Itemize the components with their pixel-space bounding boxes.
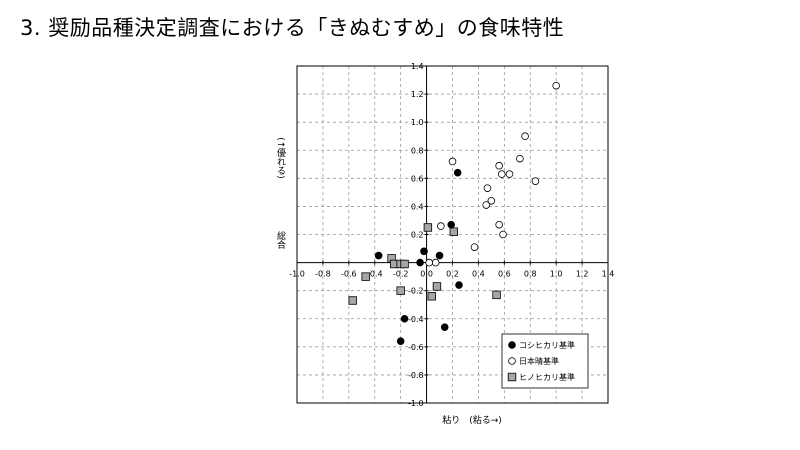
legend-box bbox=[501, 333, 589, 389]
data-points bbox=[348, 81, 560, 346]
point-koshihikari bbox=[416, 258, 424, 267]
x-tick-label: -0.6 bbox=[341, 270, 357, 279]
point-nipponbare bbox=[505, 170, 514, 178]
x-tick-label: 0.4 bbox=[472, 270, 485, 279]
point-hinohikari bbox=[423, 223, 433, 232]
y-axis-label-bottom: 総合 bbox=[275, 230, 286, 250]
y-tick-label: 0.6 bbox=[411, 174, 424, 183]
point-hinohikari bbox=[396, 286, 405, 295]
point-hinohikari bbox=[427, 292, 436, 301]
point-nipponbare bbox=[487, 197, 496, 205]
legend-label: ヒノヒカリ基準 bbox=[519, 372, 575, 382]
y-tick-label: -0.6 bbox=[408, 343, 424, 352]
x-tick-label: -1.0 bbox=[289, 270, 305, 279]
slide-title: 3. 奨励品種決定調査における「きぬむすめ」の食味特性 bbox=[20, 16, 565, 40]
x-tick-label: 1.4 bbox=[602, 270, 615, 279]
legend-marker bbox=[508, 357, 516, 365]
x-tick-label: -0.8 bbox=[315, 270, 331, 279]
y-tick-label: -0.4 bbox=[408, 315, 424, 324]
x-axis-label: 粘り (粘る→) bbox=[442, 414, 502, 426]
x-tick-label: 0.8 bbox=[524, 270, 537, 279]
legend-marker bbox=[507, 372, 517, 382]
point-nipponbare bbox=[483, 184, 492, 192]
point-nipponbare bbox=[495, 220, 503, 229]
x-tick-label: 0.2 bbox=[446, 270, 459, 279]
y-tick-label: -0.8 bbox=[408, 371, 424, 380]
point-nipponbare bbox=[431, 258, 440, 267]
plot-frame bbox=[296, 65, 609, 404]
point-nipponbare bbox=[521, 132, 529, 141]
point-nipponbare bbox=[470, 243, 479, 251]
y-tick-label: 0.4 bbox=[411, 202, 424, 211]
point-koshihikari bbox=[440, 323, 449, 331]
point-koshihikari bbox=[400, 314, 409, 323]
point-hinohikari bbox=[492, 290, 501, 300]
y-tick-label: -1.0 bbox=[408, 399, 424, 408]
point-hinohikari bbox=[348, 296, 357, 305]
point-nipponbare bbox=[531, 177, 540, 185]
point-koshihikari bbox=[420, 247, 428, 256]
point-koshihikari bbox=[374, 251, 383, 260]
point-nipponbare bbox=[437, 222, 445, 230]
x-tick-label: 0.6 bbox=[498, 270, 511, 279]
point-koshihikari bbox=[396, 337, 405, 346]
point-nipponbare bbox=[495, 161, 503, 170]
legend-marker bbox=[508, 341, 516, 349]
point-nipponbare bbox=[499, 230, 507, 239]
point-nipponbare bbox=[497, 170, 506, 178]
point-nipponbare bbox=[516, 154, 524, 163]
y-axis-label-top: (↑優れる) bbox=[275, 137, 286, 179]
x-tick-label: 1.0 bbox=[550, 270, 563, 279]
x-tick-label: -0.2 bbox=[393, 270, 409, 279]
y-tick-label: 1.4 bbox=[411, 62, 424, 71]
x-tick-label: 0.0 bbox=[420, 270, 433, 279]
point-hinohikari bbox=[361, 272, 370, 281]
legend-label: 日本晴基準 bbox=[519, 356, 559, 366]
y-tick-label: 0.8 bbox=[411, 146, 424, 155]
point-hinohikari bbox=[449, 227, 458, 236]
point-nipponbare bbox=[482, 201, 490, 209]
point-koshihikari bbox=[455, 281, 463, 289]
y-tick-label: -0.2 bbox=[408, 287, 424, 296]
point-hinohikari bbox=[400, 259, 409, 269]
point-nipponbare bbox=[425, 258, 433, 267]
point-nipponbare bbox=[448, 157, 457, 166]
tick-labels: -1.0 -0.8 -0.6 -0.4 -0.2 0.0 0.2 0.4 0.6 0.8 1.0 1.… bbox=[289, 62, 614, 408]
point-hinohikari bbox=[432, 282, 442, 291]
point-nipponbare bbox=[552, 81, 560, 90]
axes bbox=[296, 65, 609, 404]
y-tick-label: 0.2 bbox=[411, 231, 424, 240]
point-koshihikari bbox=[447, 220, 456, 229]
point-koshihikari bbox=[435, 251, 444, 260]
y-tick-label: 1.2 bbox=[411, 90, 424, 99]
x-tick-label: 1.2 bbox=[576, 270, 589, 279]
x-tick-label: -0.4 bbox=[367, 270, 383, 279]
y-tick-label: 1.0 bbox=[411, 118, 424, 127]
point-koshihikari bbox=[453, 168, 462, 177]
legend-label: コシヒカリ基準 bbox=[519, 340, 575, 350]
